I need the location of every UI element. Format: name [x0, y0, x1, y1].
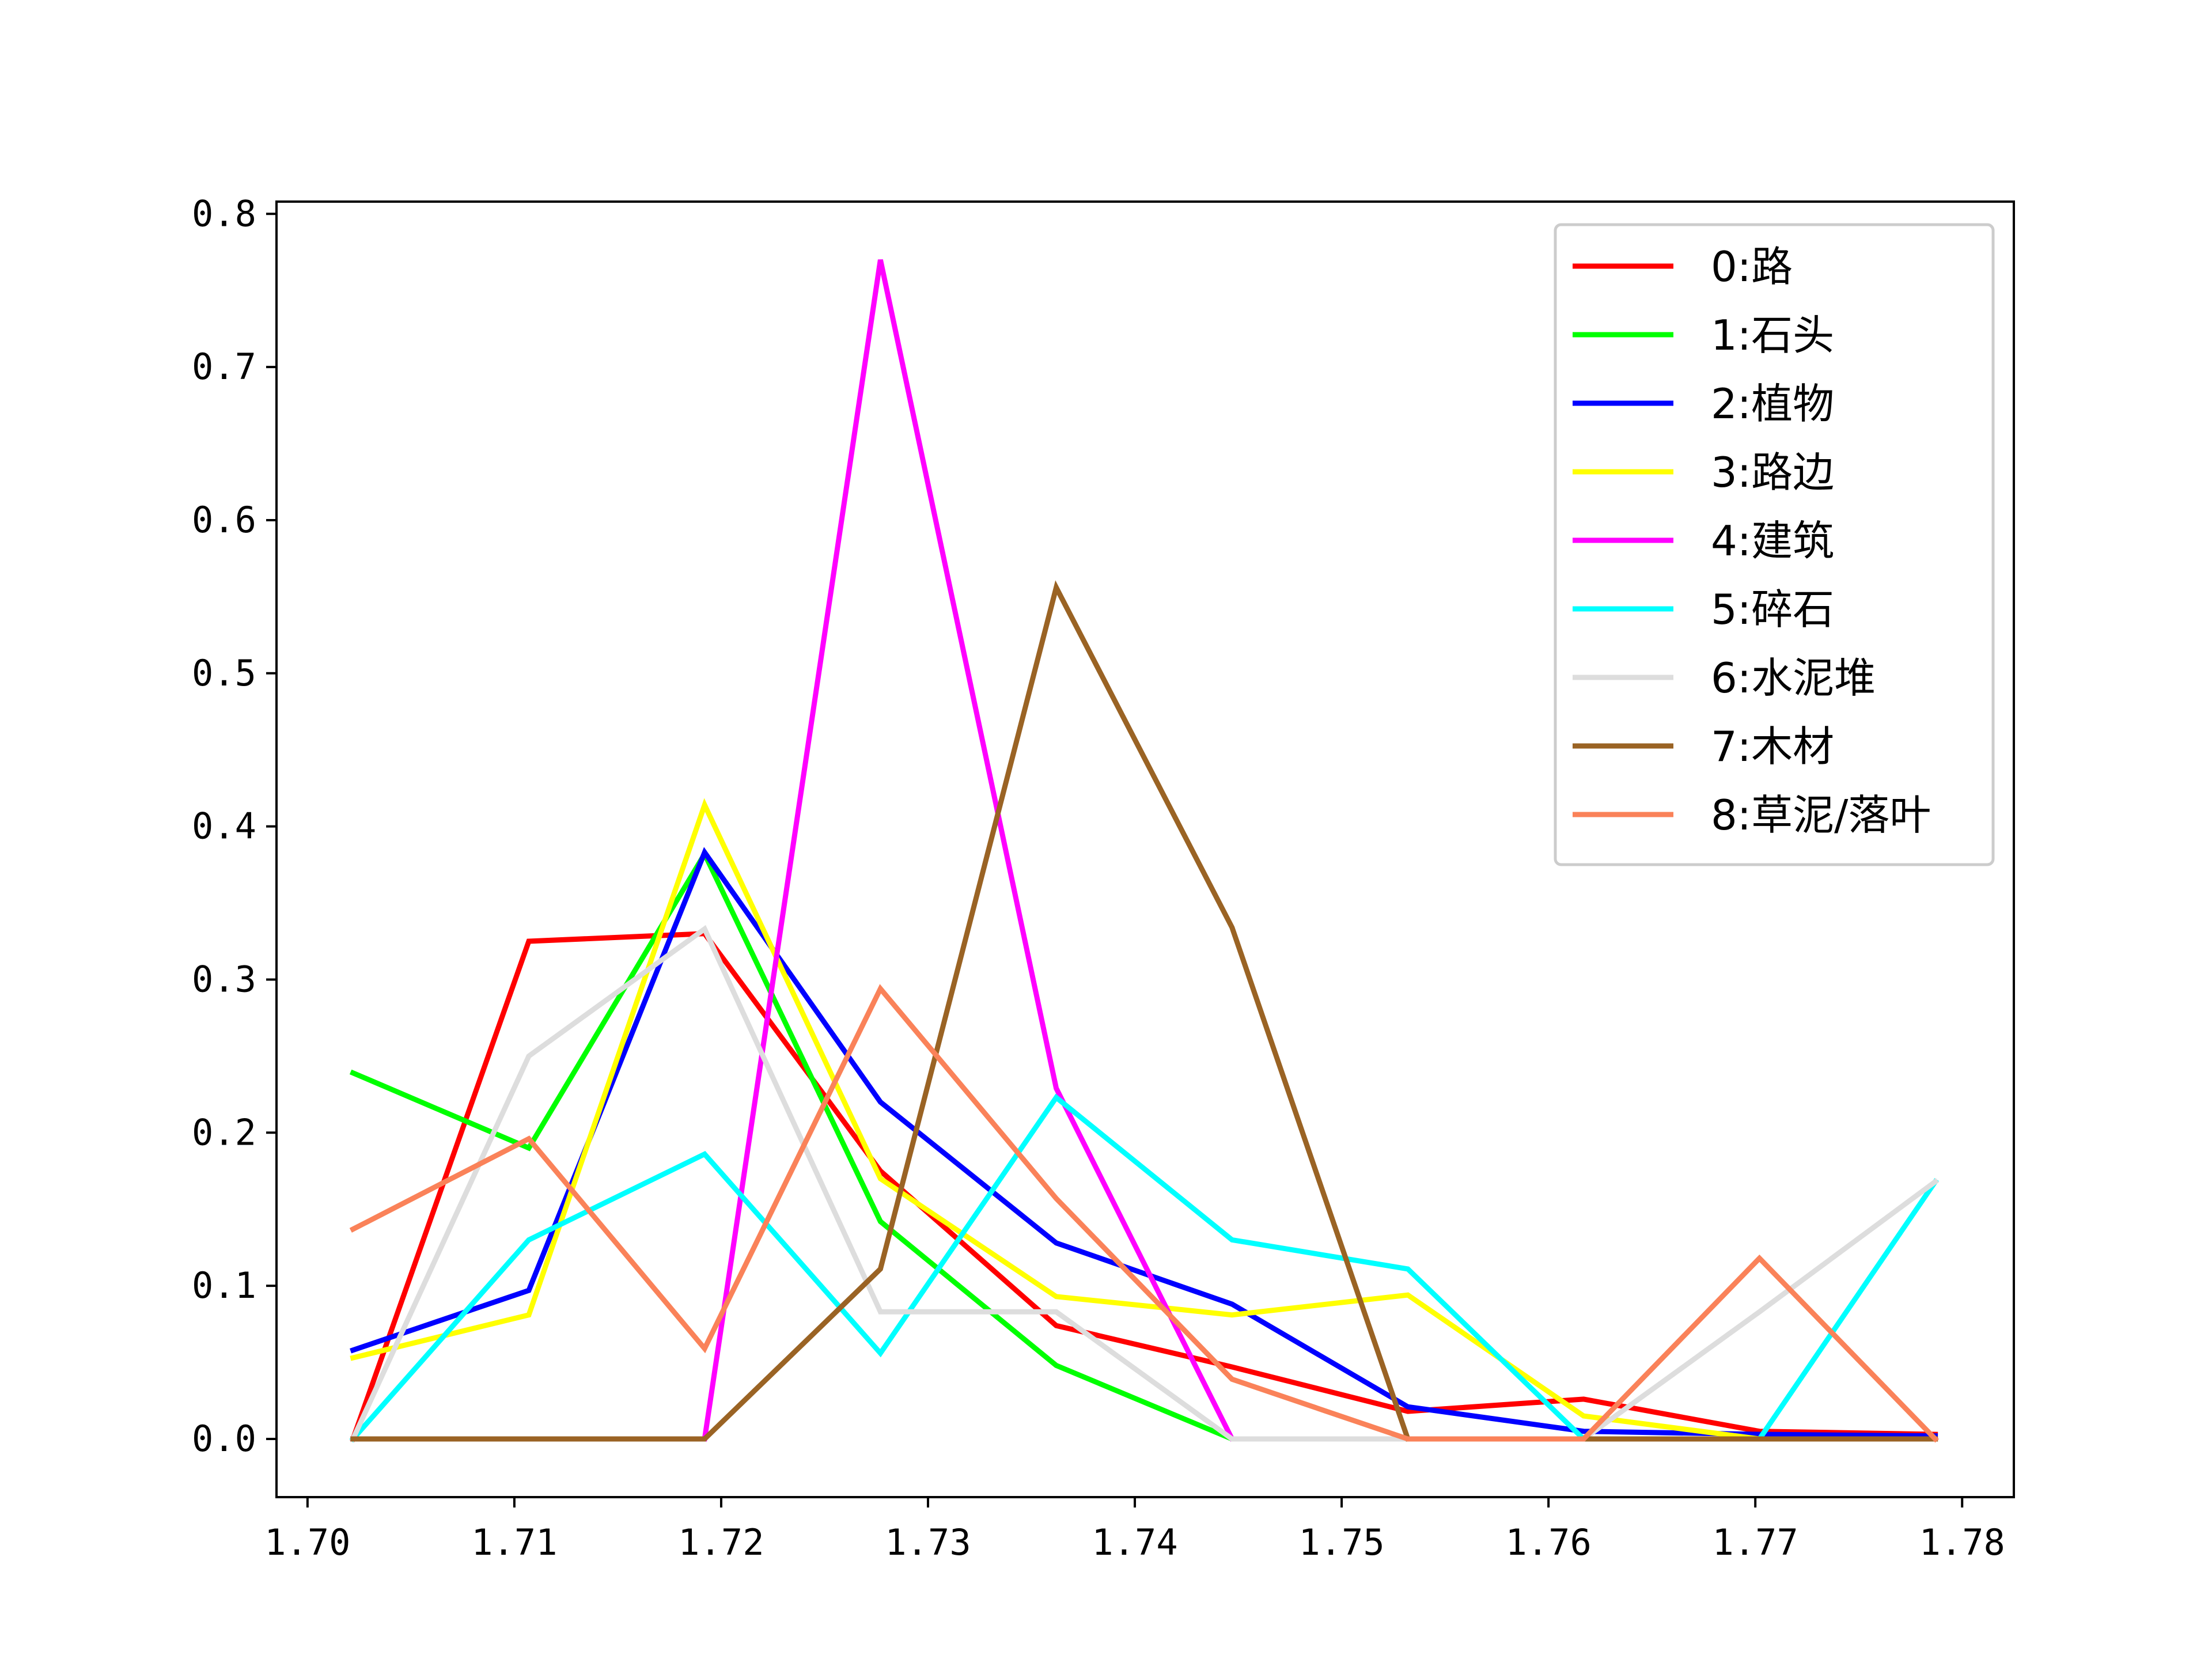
x-tick-label: 1.74	[1092, 1521, 1177, 1563]
plot-series-lines	[349, 259, 1939, 1443]
x-tick-label: 1.71	[471, 1521, 557, 1563]
y-tick-label: 0.3	[192, 958, 256, 1000]
y-axis: 0.0 0.1 0.2 0.3 0.4 0.5 0.6 0.7 0.8	[192, 192, 276, 1460]
series-line-2	[350, 847, 1938, 1439]
y-tick-label: 0.2	[192, 1111, 256, 1153]
legend: 0:路 1:石头 2:植物 3:路边 4:建筑 5:碎石 6:水泥堆 7:木材 8:草泥/落叶	[1554, 223, 1995, 866]
legend-label-4: 4:建筑	[1711, 517, 1834, 565]
legend-label-3: 3:路边	[1711, 448, 1834, 497]
y-tick-label: 0.7	[192, 346, 256, 388]
legend-label-6: 6:水泥堆	[1711, 654, 1876, 702]
y-tick-label: 0.6	[192, 499, 256, 541]
x-tick-label: 1.77	[1713, 1521, 1798, 1563]
series-line-6	[349, 925, 1939, 1442]
legend-label-7: 7:木材	[1711, 722, 1834, 771]
y-tick-label: 0.8	[192, 192, 256, 234]
x-tick-label: 1.72	[678, 1521, 764, 1563]
x-tick-label: 1.76	[1505, 1521, 1591, 1563]
series-line-3	[350, 798, 1938, 1442]
x-axis: 1.70 1.71 1.72 1.73 1.74 1.75 1.76 1.77 1.78	[264, 1497, 2005, 1563]
legend-label-0: 0:路	[1711, 243, 1793, 291]
y-tick-label: 0.0	[192, 1418, 256, 1460]
y-tick-label: 0.4	[192, 805, 256, 847]
series-line-8	[349, 984, 1939, 1443]
legend-label-5: 5:碎石	[1711, 585, 1834, 634]
y-tick-label: 0.5	[192, 652, 256, 694]
x-tick-label: 1.75	[1298, 1521, 1384, 1563]
x-tick-label: 1.70	[264, 1521, 350, 1563]
legend-label-8: 8:草泥/落叶	[1711, 791, 1931, 839]
series-line-0	[350, 931, 1938, 1442]
plot-frame	[275, 200, 2015, 1498]
series-line-7	[350, 580, 1938, 1442]
x-tick-label: 1.78	[1919, 1521, 2005, 1563]
y-tick-label: 0.1	[192, 1264, 256, 1306]
legend-label-1: 1:石头	[1711, 311, 1834, 359]
x-tick-label: 1.73	[885, 1521, 971, 1563]
legend-box	[1554, 223, 1995, 866]
legend-label-2: 2:植物	[1711, 380, 1834, 428]
